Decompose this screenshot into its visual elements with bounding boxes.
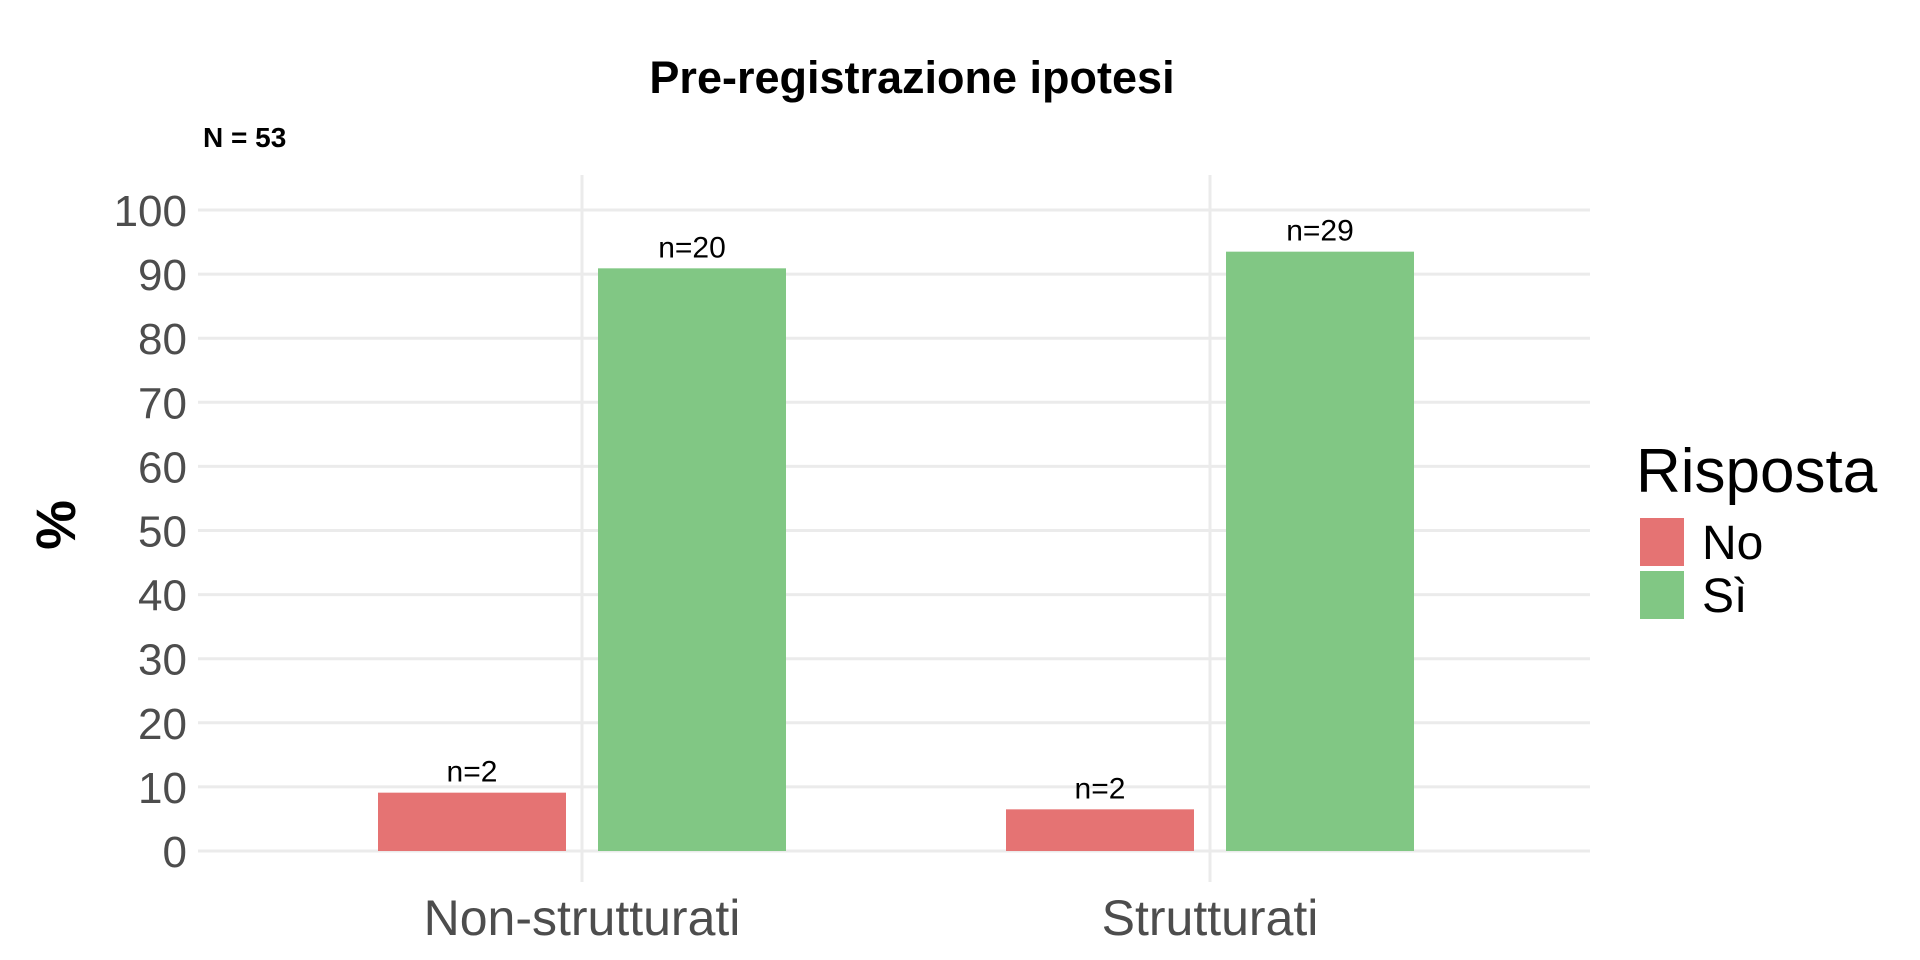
legend-title: Risposta [1636, 437, 1878, 506]
y-tick-label: 30 [138, 636, 187, 685]
data-label: n=29 [1286, 215, 1354, 248]
chart-title: Pre-registrazione ipotesi [649, 52, 1174, 103]
y-tick-label: 70 [138, 379, 187, 428]
bar-no-0 [378, 792, 566, 851]
y-tick-label: 40 [138, 572, 187, 621]
bar-si-1 [1226, 251, 1414, 852]
bars [378, 251, 1414, 852]
legend-swatch-si [1640, 571, 1684, 619]
data-labels: n=2 n=20 n=2 n=29 [447, 215, 1354, 806]
x-tick-label: Non-strutturati [424, 890, 741, 946]
y-tick-label: 50 [138, 508, 187, 557]
data-label: n=20 [658, 231, 726, 264]
data-label: n=2 [1075, 772, 1126, 805]
legend-label-no: No [1702, 517, 1763, 570]
x-tick-label: Strutturati [1102, 890, 1319, 946]
x-axis-ticks: Non-strutturati Strutturati [424, 890, 1319, 946]
y-tick-label: 90 [138, 251, 187, 300]
y-tick-label: 10 [138, 764, 187, 813]
bar-no-1 [1006, 809, 1194, 851]
y-tick-label: 60 [138, 443, 187, 492]
y-axis-ticks: 0 10 20 30 40 50 60 70 80 90 100 [114, 187, 187, 877]
legend-label-si: Sì [1702, 570, 1747, 623]
y-tick-label: 100 [114, 187, 187, 236]
y-tick-label: 80 [138, 315, 187, 364]
bar-si-0 [598, 268, 786, 851]
y-axis-label: % [24, 500, 87, 550]
chart-subtitle: N = 53 [203, 122, 286, 153]
data-label: n=2 [447, 756, 498, 789]
legend-swatch-no [1640, 518, 1684, 566]
y-tick-label: 20 [138, 700, 187, 749]
y-tick-label: 0 [163, 828, 187, 877]
